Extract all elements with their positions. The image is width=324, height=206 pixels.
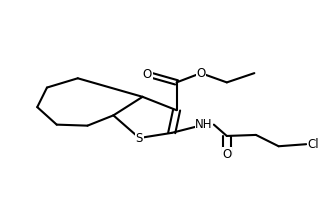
Text: O: O — [196, 67, 205, 80]
Text: Cl: Cl — [308, 138, 319, 151]
Text: O: O — [143, 68, 152, 81]
Text: NH: NH — [195, 118, 213, 131]
Text: O: O — [222, 148, 231, 161]
Text: S: S — [136, 131, 143, 145]
